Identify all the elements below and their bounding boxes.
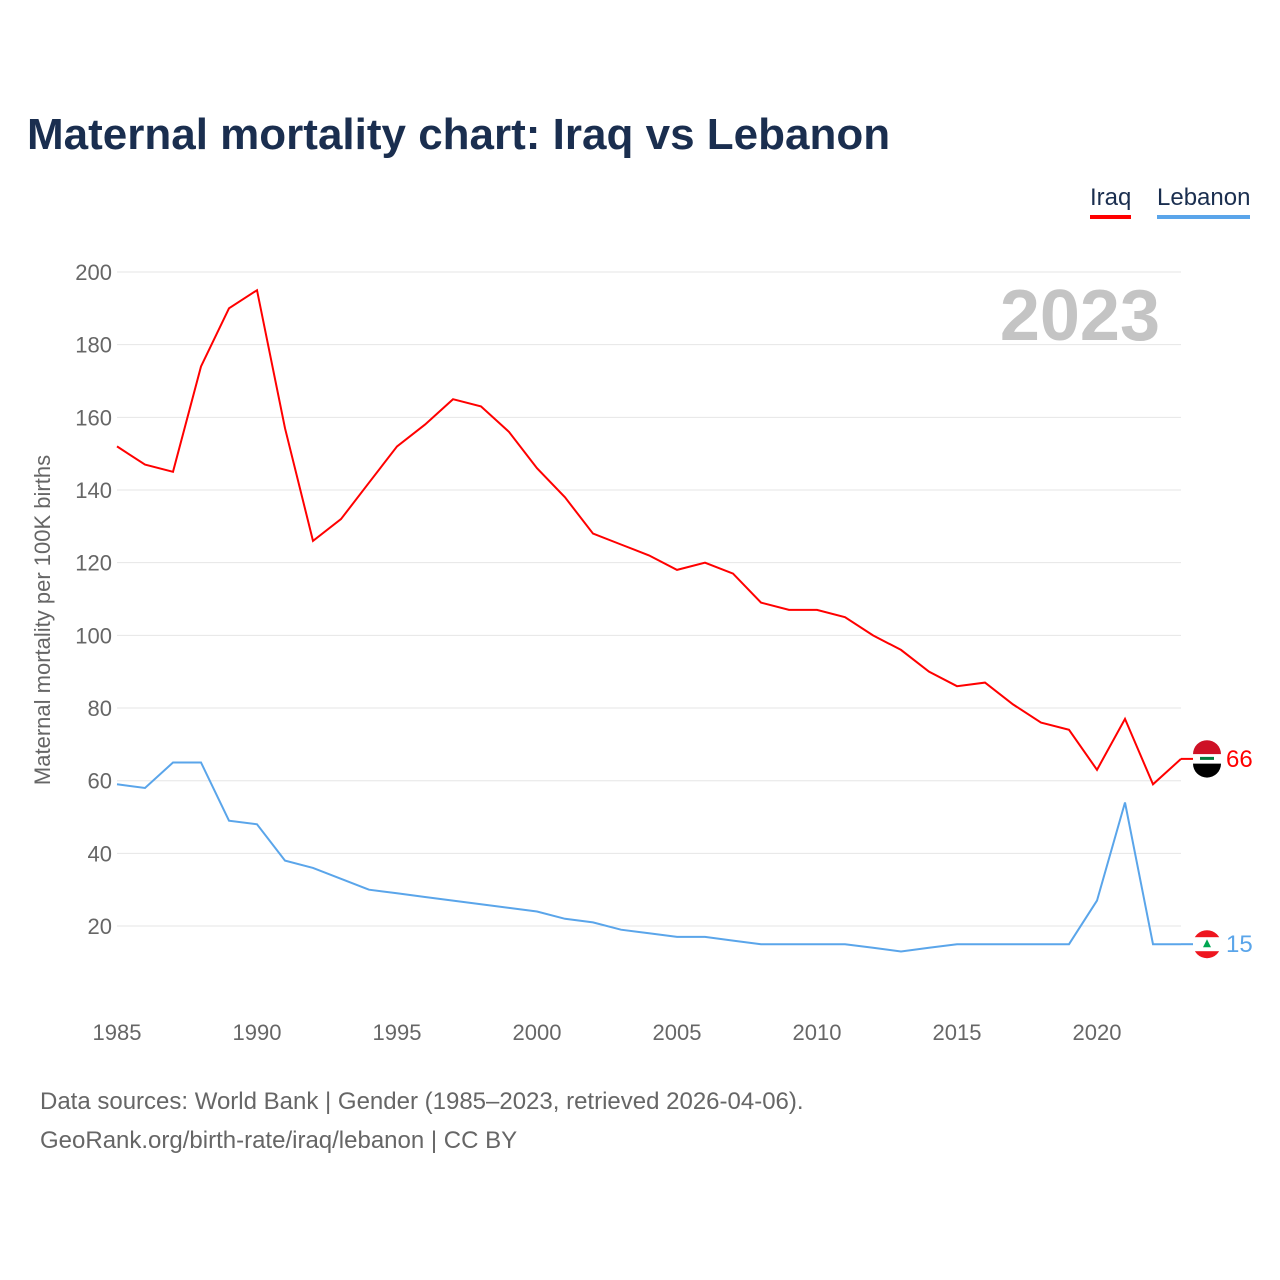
- y-tick-label: 120: [75, 551, 112, 576]
- x-tick-label: 1985: [93, 1020, 142, 1045]
- y-tick-label: 200: [75, 260, 112, 285]
- x-tick-label: 2005: [653, 1020, 702, 1045]
- x-tick-label: 2020: [1073, 1020, 1122, 1045]
- x-tick-label: 2010: [793, 1020, 842, 1045]
- legend-lebanon[interactable]: Lebanon: [1157, 184, 1251, 219]
- flag-iraq-icon: [1200, 756, 1214, 760]
- y-axis-label: Maternal mortality per 100K births: [30, 455, 55, 785]
- y-tick-label: 180: [75, 333, 112, 358]
- chart-title: Maternal mortality chart: Iraq vs Lebano…: [27, 110, 891, 159]
- chart-plot: 2023 20 40 60 80 100 120 140 160 180 200 1985 1990 19…: [30, 260, 1253, 1045]
- legend-iraq[interactable]: Iraq: [1090, 184, 1132, 219]
- y-tick-label: 140: [75, 478, 112, 503]
- y-tick-label: 60: [88, 769, 112, 794]
- source-text: Data sources: World Bank | Gender (1985–…: [40, 1088, 804, 1115]
- x-tick-label: 2015: [933, 1020, 982, 1045]
- flag-iraq-icon: [1193, 740, 1221, 755]
- y-tick-label: 40: [88, 841, 112, 866]
- y-tick-label: 80: [88, 696, 112, 721]
- series-line-lebanon: [116, 761, 1181, 953]
- y-tick-label: 100: [75, 623, 112, 648]
- end-value-label: 66: [1226, 746, 1253, 773]
- series-line-iraq: [116, 288, 1182, 786]
- y-tick-label: 160: [75, 405, 112, 430]
- flag-lebanon-icon: [1203, 939, 1211, 948]
- end-value-label: 15: [1226, 931, 1253, 958]
- x-tick-label: 2000: [513, 1020, 562, 1045]
- year-watermark: 2023: [1000, 276, 1160, 356]
- x-tick-label: 1995: [373, 1020, 422, 1045]
- flag-iraq-icon: [1193, 763, 1221, 778]
- attribution-link[interactable]: GeoRank.org/birth-rate/iraq/lebanon | CC…: [40, 1127, 518, 1154]
- y-tick-label: 20: [88, 914, 112, 939]
- x-tick-label: 1990: [233, 1020, 282, 1045]
